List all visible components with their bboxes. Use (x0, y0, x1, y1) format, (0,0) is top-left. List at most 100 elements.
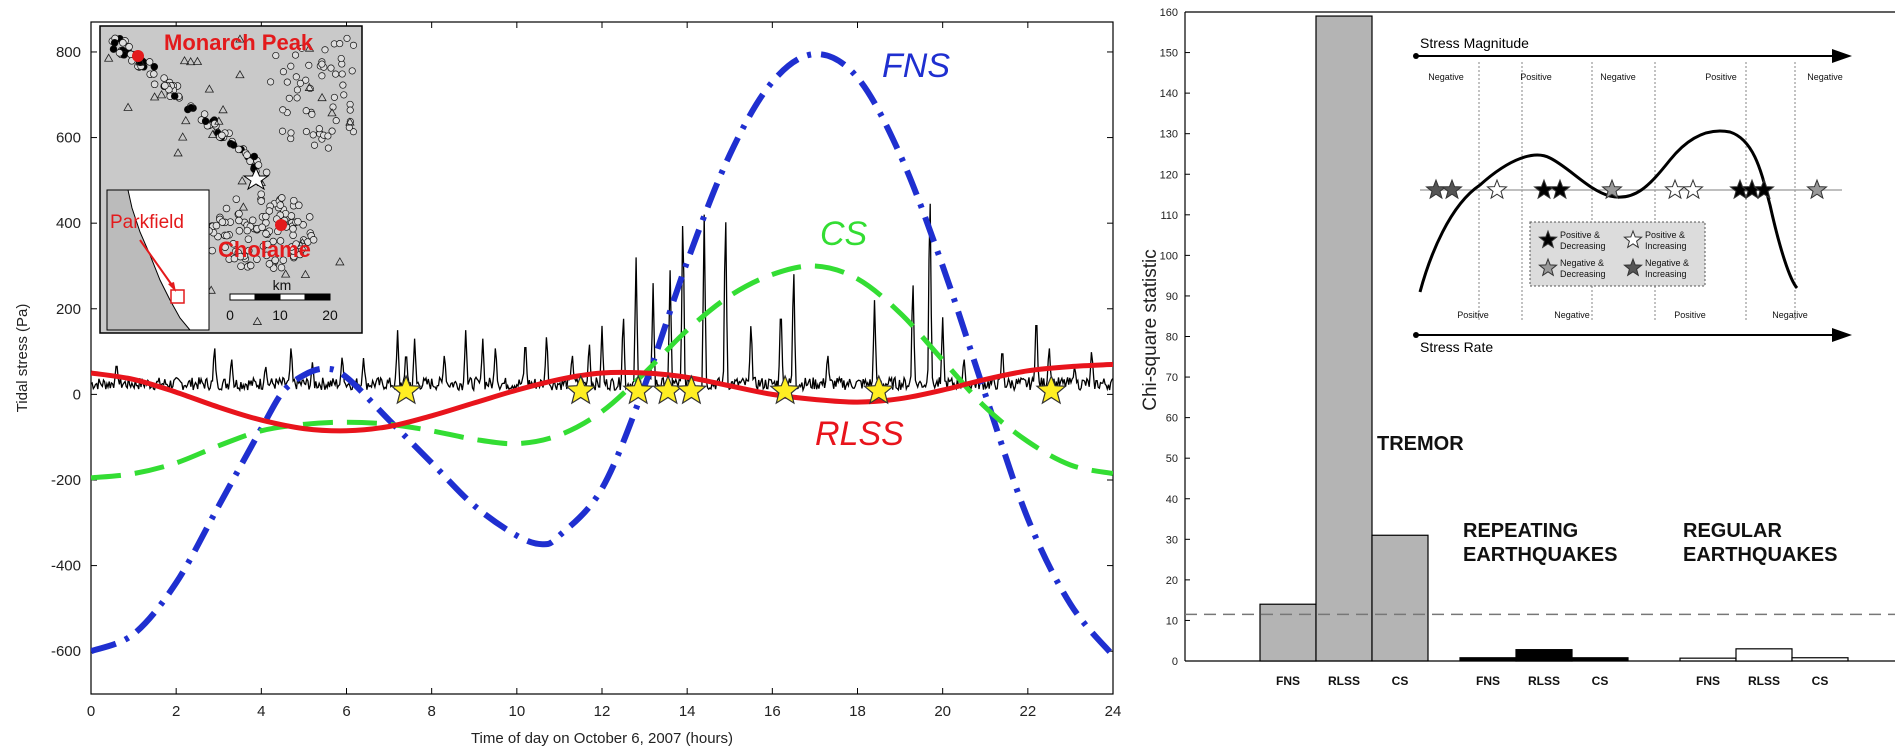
tremor-event-dot (253, 255, 261, 263)
tremor-star-icon (862, 374, 895, 405)
epicenter-star-icon (242, 166, 270, 191)
stress-schematic-inset: Stress Magnitude Stress Rate Negative Po… (1413, 35, 1852, 355)
rlss-curve (91, 361, 1113, 434)
fault-event-dot (150, 70, 158, 78)
station-triangle-icon (304, 43, 315, 52)
fault-event-dot (119, 39, 127, 47)
tremor-event-dot (318, 60, 326, 68)
tremor-event-dot (272, 51, 280, 60)
y-tick-label: 20 (1166, 575, 1178, 587)
mag-seg-5: Negative (1807, 72, 1843, 82)
schematic-star-icon (1664, 178, 1686, 200)
legend-4-line1: Negative & (1645, 258, 1689, 268)
tremor-event-dot (262, 251, 271, 260)
x-tick-label: 8 (427, 703, 435, 720)
tremor-event-dot (287, 212, 296, 220)
fault-event-dot (125, 43, 133, 51)
bar-fns (1459, 657, 1517, 662)
cholame-marker (275, 219, 287, 231)
fault-event-dot (243, 151, 251, 159)
tremor-event-dot (289, 225, 297, 233)
y-tick-label: 120 (1160, 169, 1178, 181)
x-tick-label: 18 (849, 703, 866, 720)
rate-seg-4: Negative (1772, 310, 1808, 320)
legend-4-line2: Increasing (1645, 269, 1687, 279)
tremor-event-dot (330, 93, 338, 101)
y-tick-label: 0 (1172, 656, 1178, 668)
station-triangle-icon (185, 56, 196, 66)
cholame-label: Cholame (218, 237, 311, 262)
tremor-event-dot (332, 70, 340, 78)
group-label-regular-1: REGULAR (1683, 520, 1782, 542)
y-tick-label: 80 (1166, 332, 1178, 344)
fault-event-dot (250, 152, 259, 161)
tremor-event-dot (315, 125, 323, 133)
legend-1-line2: Decreasing (1560, 241, 1606, 251)
legend-star-icon (1538, 257, 1558, 277)
station-triangle-icon (123, 102, 133, 111)
tremor-event-dot (265, 207, 274, 215)
fault-event-dot (145, 58, 154, 66)
tremor-event-dot (305, 61, 313, 69)
category-label: RLSS (1748, 674, 1780, 688)
tremor-event-dot (293, 94, 301, 102)
bar-rlss (1315, 15, 1373, 662)
station-triangle-icon (238, 202, 249, 211)
tremor-event-dot (262, 212, 270, 221)
parkfield-box (170, 289, 185, 304)
rate-seg-1: Positive (1457, 310, 1489, 320)
category-label: FNS (1696, 674, 1720, 688)
schematic-star-icon (1486, 178, 1508, 200)
bar-cs (1571, 657, 1629, 662)
fault-event-dot (170, 92, 179, 100)
legend-2-line1: Positive & (1645, 230, 1685, 240)
station-triangle-icon (178, 132, 188, 141)
station-triangle-icon (214, 116, 224, 125)
y-tick-label: 200 (56, 301, 81, 318)
station-triangle-icon (192, 56, 203, 65)
x-tick-label: 0 (87, 703, 95, 720)
y-tick-label: 90 (1166, 291, 1178, 303)
y-tick-label: 10 (1166, 615, 1178, 627)
tremor-event-dot (318, 72, 326, 80)
x-tick-label: 24 (1105, 703, 1122, 720)
bar-cs (1371, 534, 1429, 662)
tremor-star-icon (390, 374, 422, 405)
tremor-event-dot (235, 216, 243, 225)
y-tick-label: 800 (56, 44, 81, 61)
mag-seg-4: Positive (1705, 72, 1737, 82)
tremor-event-dot (343, 34, 351, 42)
y-tick-label: 60 (1166, 413, 1178, 425)
group-label-regular-2: EARTHQUAKES (1683, 544, 1837, 566)
tremor-event-dot (208, 246, 216, 255)
group-label-repeating-2: EARTHQUAKES (1463, 544, 1617, 566)
y-tick-label: 400 (56, 215, 81, 232)
y-tick-label: 130 (1160, 129, 1178, 141)
tremor-event-dot (346, 106, 354, 114)
tremor-event-dot (340, 91, 348, 99)
tremor-star-icon (769, 374, 801, 405)
fault-event-dot (200, 110, 209, 118)
fault-event-dot (161, 81, 169, 90)
category-label: FNS (1476, 674, 1500, 688)
tremor-event-dot (296, 79, 304, 87)
tremor-event-dot (324, 132, 332, 140)
tremor-event-dot (221, 243, 229, 251)
tremor-event-dot (298, 44, 306, 52)
tremor-event-dot (324, 144, 332, 152)
tremor-event-dot (257, 190, 265, 198)
tremor-event-dot (276, 201, 285, 209)
fault-event-dot (201, 117, 210, 125)
tremor-star-icon (622, 374, 655, 405)
california-mini-map: Parkfield (106, 189, 210, 331)
tremor-event-dot (244, 235, 253, 243)
tremor-event-dot (222, 204, 231, 213)
tremor-event-dot (279, 68, 287, 76)
arrow-right-icon (1832, 49, 1852, 63)
tremor-event-dot (287, 129, 295, 137)
schematic-star-icon (1753, 178, 1775, 200)
left-chart-panel: 0 2 4 6 8 10 12 14 16 18 20 22 24 -600 -400 -200 0 200 400… (14, 21, 1122, 747)
fault-event-dot (218, 131, 226, 140)
y-tick-label: 100 (1160, 250, 1178, 262)
mag-seg-3: Negative (1600, 72, 1636, 82)
